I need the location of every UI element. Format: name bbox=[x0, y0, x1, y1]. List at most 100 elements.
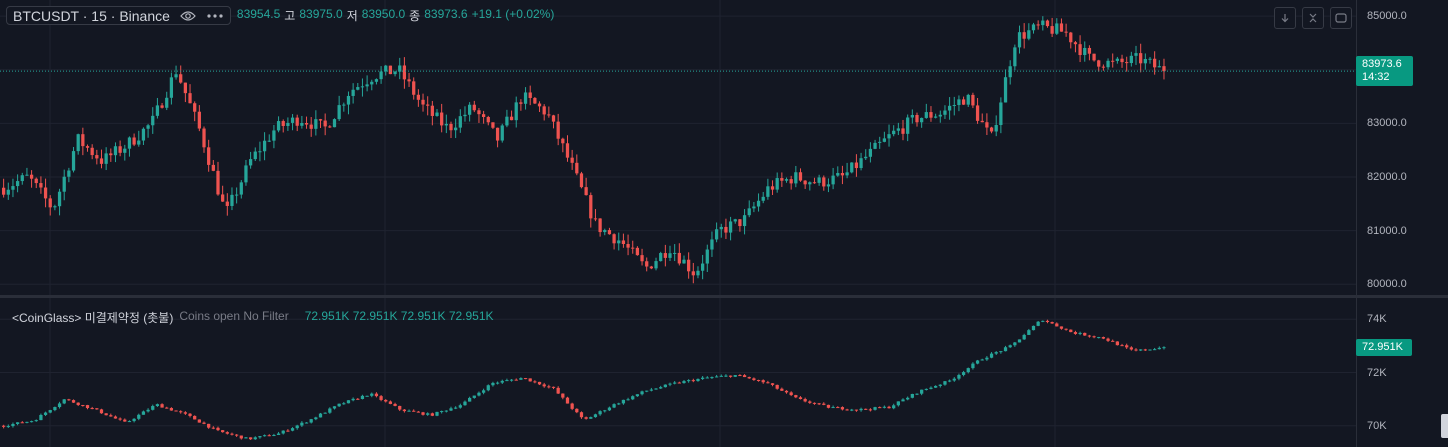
candle bbox=[1157, 60, 1161, 68]
candle bbox=[551, 114, 556, 129]
candle bbox=[528, 85, 532, 106]
candle bbox=[975, 98, 980, 124]
candle bbox=[71, 399, 76, 403]
candle bbox=[1115, 56, 1120, 64]
candle bbox=[640, 248, 644, 266]
candle bbox=[868, 142, 873, 163]
candle bbox=[570, 402, 574, 411]
candle bbox=[943, 105, 947, 119]
candle bbox=[272, 125, 276, 149]
candle bbox=[468, 102, 472, 122]
scroll-handle[interactable] bbox=[1441, 414, 1448, 438]
indicator-name[interactable]: <CoinGlass> 미결제약정 (촛불) bbox=[12, 311, 174, 325]
candle bbox=[943, 380, 947, 386]
eye-icon[interactable] bbox=[180, 10, 196, 22]
candle bbox=[472, 100, 476, 113]
candlestick-chart[interactable] bbox=[0, 0, 1356, 295]
candle bbox=[938, 110, 942, 123]
symbol-box[interactable]: BTCUSDT · 15 · Binance bbox=[6, 6, 231, 25]
candle bbox=[221, 430, 225, 433]
open-interest-chart[interactable] bbox=[0, 298, 1356, 447]
pane-divider[interactable] bbox=[0, 295, 1448, 298]
candle bbox=[756, 379, 761, 382]
candle bbox=[803, 180, 807, 189]
candle bbox=[896, 401, 900, 407]
candle bbox=[495, 127, 500, 148]
candle bbox=[980, 358, 984, 361]
indicator-axis[interactable]: 74K 72K 70K bbox=[1356, 298, 1448, 447]
candle bbox=[575, 154, 579, 176]
candle bbox=[388, 400, 393, 405]
candle bbox=[705, 376, 709, 379]
price-chart-pane[interactable] bbox=[0, 0, 1356, 295]
candle bbox=[728, 375, 733, 378]
candle bbox=[1022, 333, 1026, 340]
candle bbox=[868, 408, 873, 412]
candle bbox=[1013, 44, 1017, 71]
candle bbox=[207, 423, 211, 429]
candle bbox=[826, 178, 831, 193]
candle bbox=[938, 384, 942, 388]
candle bbox=[1143, 53, 1147, 70]
candle bbox=[370, 392, 374, 398]
candle bbox=[677, 381, 681, 384]
candle bbox=[267, 134, 271, 143]
candle bbox=[733, 375, 737, 378]
candle bbox=[314, 416, 318, 421]
candle bbox=[556, 386, 560, 394]
candle bbox=[197, 419, 201, 423]
candle bbox=[878, 406, 882, 409]
candle bbox=[272, 433, 276, 437]
candle bbox=[351, 397, 355, 402]
candle bbox=[248, 437, 253, 440]
collapse-icon[interactable] bbox=[1302, 7, 1324, 29]
candle bbox=[211, 426, 215, 430]
candle bbox=[165, 91, 169, 111]
arrow-down-icon[interactable] bbox=[1274, 7, 1296, 29]
candle bbox=[971, 362, 975, 370]
candle bbox=[561, 393, 565, 400]
candle bbox=[25, 421, 29, 424]
candle bbox=[486, 384, 490, 392]
candle bbox=[118, 417, 122, 421]
candle bbox=[477, 391, 481, 397]
restore-icon[interactable] bbox=[1330, 7, 1352, 29]
candle bbox=[621, 233, 626, 248]
candle bbox=[845, 162, 849, 179]
candle bbox=[915, 393, 919, 396]
candle bbox=[947, 379, 952, 383]
candle bbox=[99, 149, 104, 169]
candle bbox=[323, 113, 327, 136]
candle bbox=[556, 113, 560, 146]
candle bbox=[76, 133, 80, 155]
candle bbox=[994, 115, 998, 137]
candle bbox=[295, 114, 299, 132]
candle bbox=[11, 422, 15, 428]
candle bbox=[365, 395, 369, 397]
candle bbox=[1041, 320, 1045, 323]
candle bbox=[593, 413, 598, 418]
candle bbox=[155, 403, 160, 407]
candle bbox=[584, 416, 588, 420]
candle bbox=[836, 406, 840, 409]
candle bbox=[1148, 349, 1152, 351]
candle bbox=[752, 202, 756, 213]
candle bbox=[617, 402, 621, 405]
candle bbox=[463, 400, 467, 406]
candle bbox=[309, 117, 313, 137]
candle bbox=[123, 144, 127, 161]
indicator-legend[interactable]: <CoinGlass> 미결제약정 (촛불) Coins open No Fil… bbox=[12, 309, 494, 326]
indicator-pane[interactable] bbox=[0, 298, 1356, 447]
candle bbox=[48, 409, 52, 414]
price-axis[interactable]: 85000.084000.083000.082000.081000.080000… bbox=[1356, 0, 1448, 295]
candle bbox=[696, 266, 700, 279]
symbol-title[interactable]: BTCUSDT · 15 · Binance bbox=[13, 7, 170, 24]
candle bbox=[137, 413, 141, 421]
candle bbox=[71, 146, 76, 173]
candle bbox=[519, 99, 523, 111]
candle bbox=[668, 382, 672, 387]
candle bbox=[407, 409, 411, 412]
candle bbox=[714, 374, 719, 378]
more-dots-icon[interactable] bbox=[206, 13, 224, 19]
candle bbox=[631, 240, 635, 254]
